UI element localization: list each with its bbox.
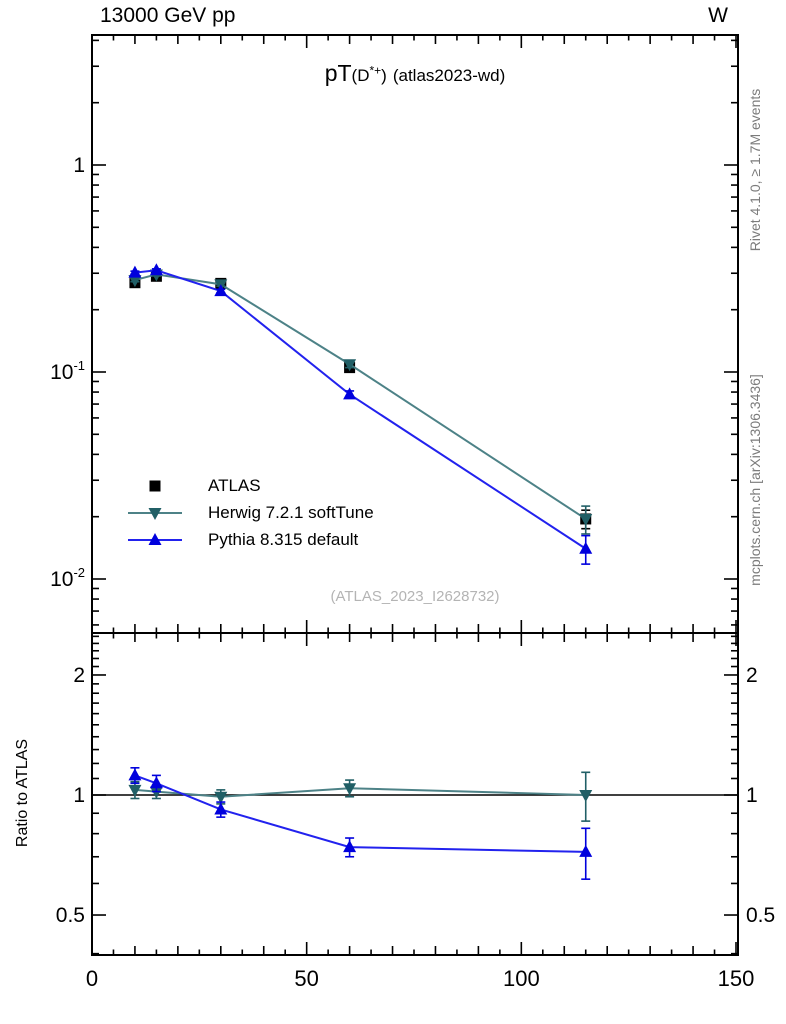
observable-superscript: *+ — [369, 63, 382, 78]
ratio-series-triangle-down — [128, 771, 593, 822]
svg-text:2: 2 — [746, 664, 758, 687]
data-point — [214, 802, 228, 815]
ratio-series-triangle-up — [128, 767, 593, 880]
legend-label-herwig: Herwig 7.2.1 softTune — [208, 502, 374, 522]
data-point — [343, 387, 357, 400]
svg-text:1: 1 — [73, 784, 85, 807]
data-point — [149, 263, 163, 276]
mcplots-reference-note: mcplots.cern.ch [arXiv:1306.3436] — [747, 374, 763, 586]
data-point — [214, 284, 228, 297]
data-point — [579, 844, 593, 857]
data-point — [343, 840, 357, 853]
svg-text:10-2: 10-2 — [50, 565, 85, 591]
observable-close: ) — [381, 66, 387, 85]
data-point — [579, 513, 593, 526]
data-point — [128, 275, 142, 288]
svg-text:0: 0 — [86, 966, 98, 991]
svg-text:1: 1 — [73, 154, 85, 177]
legend-label-pythia: Pythia 8.315 default — [208, 529, 359, 549]
svg-text:50: 50 — [294, 966, 318, 991]
triangle-down-marker-icon — [128, 507, 182, 520]
svg-text:0.5: 0.5 — [56, 904, 85, 927]
svg-text:1: 1 — [746, 784, 758, 807]
data-point — [149, 776, 163, 789]
data-point — [128, 768, 142, 781]
observable-particle: (D — [351, 66, 370, 85]
data-point — [579, 541, 593, 554]
ratio-axis-title: Ratio to ATLAS — [14, 738, 31, 848]
data-point — [128, 265, 142, 278]
legend-row-herwig: Herwig 7.2.1 softTune — [126, 499, 374, 526]
analysis-watermark: (ATLAS_2023_I2628732) — [330, 588, 500, 605]
main-series-triangle-up — [128, 263, 593, 565]
process-label: W — [708, 4, 728, 27]
analysis-tag: (atlas2023-wd) — [392, 66, 506, 85]
rivet-version-note: Rivet 4.1.0, ≥ 1.7M events — [747, 88, 763, 252]
svg-text:150: 150 — [718, 966, 755, 991]
legend: ATLAS Herwig 7.2.1 softTune Pythia 8.315… — [126, 472, 374, 553]
data-point — [579, 790, 593, 802]
legend-row-atlas: ATLAS — [126, 472, 374, 499]
data-point — [128, 784, 142, 797]
data-point — [343, 359, 357, 372]
svg-text:100: 100 — [503, 966, 540, 991]
data-point — [149, 786, 163, 799]
legend-row-pythia: Pythia 8.315 default — [126, 526, 374, 553]
svg-text:10-1: 10-1 — [50, 358, 85, 384]
beam-energy-label: 13000 GeV pp — [100, 4, 236, 27]
svg-text:2: 2 — [73, 664, 85, 687]
data-point — [214, 791, 228, 804]
triangle-up-marker-icon — [128, 532, 182, 545]
observable-prefix: pT — [324, 60, 352, 86]
svg-text:0.5: 0.5 — [746, 904, 775, 927]
data-point — [343, 783, 357, 796]
observable-title: pT(D*+) (atlas2023-wd) — [92, 60, 738, 87]
legend-label-atlas: ATLAS — [208, 475, 261, 495]
square-marker-icon — [149, 480, 161, 491]
